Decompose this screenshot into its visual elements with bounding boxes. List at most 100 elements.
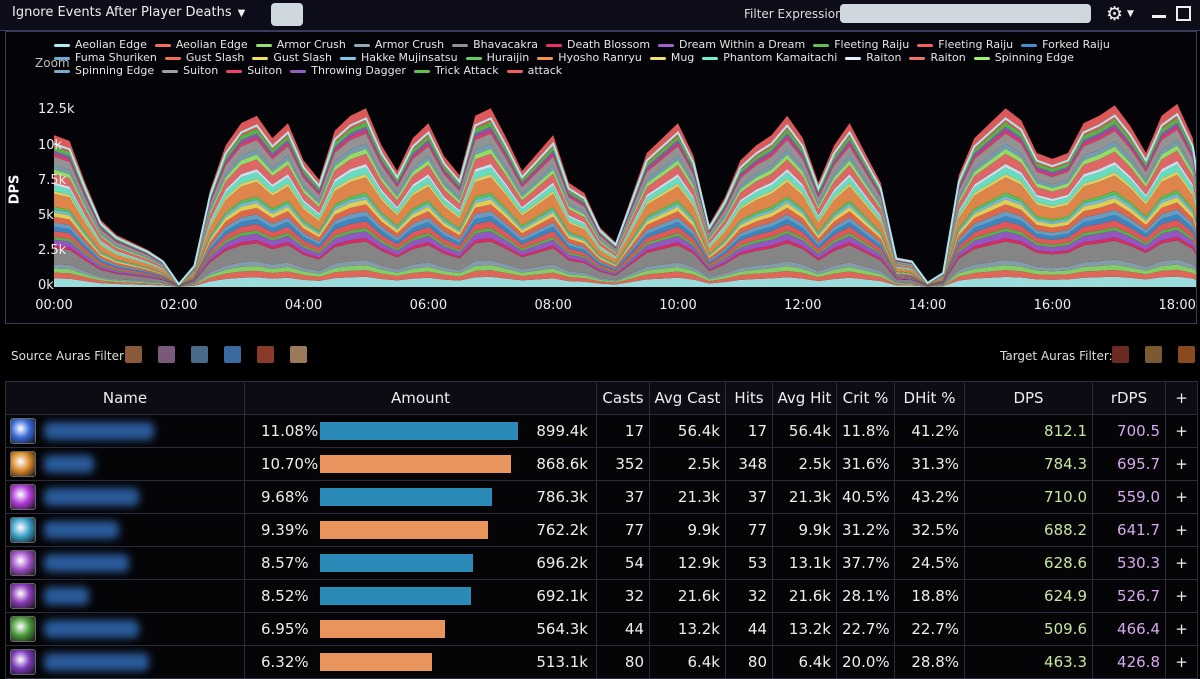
amount-percent: 10.70% — [261, 455, 319, 473]
add-button[interactable]: + — [1165, 546, 1198, 580]
area-series-aeolian-edge-1-[interactable] — [54, 276, 1196, 287]
legend-item[interactable]: Armor Crush — [255, 38, 346, 51]
dhit-cell: 22.7% — [894, 612, 965, 646]
amount-bar — [320, 488, 492, 506]
dhit-cell: 18.8% — [894, 579, 965, 613]
add-button[interactable]: + — [1165, 447, 1198, 481]
legend-swatch-icon — [465, 56, 482, 60]
legend-item[interactable]: Huraijin — [465, 51, 529, 64]
ignore-events-dropdown[interactable]: Ignore Events After Player Deaths ▼ — [12, 5, 245, 20]
source-aura-3-icon[interactable] — [191, 346, 208, 363]
amount-value: 868.6k — [536, 455, 588, 473]
area-series-bhavacakra[interactable] — [54, 240, 1196, 287]
legend-label: Forked Raiju — [1042, 38, 1110, 51]
add-button[interactable]: + — [1165, 645, 1198, 679]
x-tick-label: 18:00 — [1158, 298, 1196, 313]
add-button[interactable]: + — [1165, 480, 1198, 514]
x-tick-label: 06:00 — [409, 298, 448, 313]
source-aura-4-icon[interactable] — [224, 346, 241, 363]
add-button[interactable]: + — [1165, 612, 1198, 646]
source-aura-6-icon[interactable] — [290, 346, 307, 363]
column-header-avg-cast[interactable]: Avg Cast — [649, 381, 726, 415]
legend-item[interactable]: Hyosho Ranryu — [537, 51, 642, 64]
toolbar-blank-button[interactable] — [271, 3, 303, 26]
target-aura-2-icon[interactable] — [1145, 346, 1162, 363]
name-cell[interactable] — [5, 480, 245, 514]
source-aura-5-icon[interactable] — [257, 346, 274, 363]
settings-menu[interactable]: ⚙ ▼ — [1106, 3, 1134, 25]
table-row[interactable]: 11.08% 899.4k 17 56.4k 17 56.4k 11.8% 41.2% 812.… — [5, 414, 1198, 448]
source-aura-2-icon[interactable] — [158, 346, 175, 363]
legend-item[interactable]: Armor Crush — [353, 38, 444, 51]
column-header-casts[interactable]: Casts — [596, 381, 650, 415]
legend-item[interactable]: Death Blossom — [546, 38, 650, 51]
add-button[interactable]: + — [1165, 414, 1198, 448]
legend-item[interactable]: Phantom Kamaitachi — [702, 51, 837, 64]
name-cell[interactable] — [5, 645, 245, 679]
legend-item[interactable]: Throwing Dagger — [290, 64, 406, 77]
table-row[interactable]: 10.70% 868.6k 352 2.5k 348 2.5k 31.6% 31.3% 784.… — [5, 447, 1198, 481]
area-series-aeolian-edge-2-[interactable] — [54, 269, 1196, 287]
source-aura-1-icon[interactable] — [125, 346, 142, 363]
name-cell[interactable] — [5, 579, 245, 613]
area-series-armor-crush-1-[interactable] — [54, 264, 1196, 287]
column-header-crit[interactable]: Crit % — [836, 381, 895, 415]
column-header-avg-hit[interactable]: Avg Hit — [772, 381, 837, 415]
column-header-hits[interactable]: Hits — [725, 381, 773, 415]
legend-item[interactable]: Hakke Mujinsatsu — [339, 51, 458, 64]
name-cell[interactable] — [5, 513, 245, 547]
ability-icon — [10, 451, 36, 477]
legend-item[interactable]: Fleeting Raiju — [917, 38, 1013, 51]
hits-cell: 348 — [725, 447, 773, 481]
legend-item[interactable]: Mug — [649, 51, 694, 64]
legend-item[interactable]: Raiton — [909, 51, 966, 64]
table-row[interactable]: 6.32% 513.1k 80 6.4k 80 6.4k 20.0% 28.8% 463.3 42… — [5, 645, 1198, 679]
legend-item[interactable]: Aeolian Edge — [154, 38, 248, 51]
name-cell[interactable] — [5, 414, 245, 448]
legend-item[interactable]: Raiton — [845, 51, 901, 64]
avg-hit-cell: 9.9k — [772, 513, 837, 547]
target-aura-1-icon[interactable] — [1112, 346, 1129, 363]
legend-item[interactable]: Trick Attack — [413, 64, 499, 77]
table-row[interactable]: 6.95% 564.3k 44 13.2k 44 13.2k 22.7% 22.7% 509.6… — [5, 612, 1198, 646]
table-row[interactable]: 8.52% 692.1k 32 21.6k 32 21.6k 28.1% 18.8% 624.9… — [5, 579, 1198, 613]
add-button[interactable]: + — [1165, 513, 1198, 547]
legend-item[interactable]: Bhavacakra — [452, 38, 538, 51]
legend-item[interactable]: attack — [506, 64, 562, 77]
name-cell[interactable] — [5, 546, 245, 580]
legend-item[interactable]: Suiton — [162, 64, 218, 77]
column-header-dps[interactable]: DPS — [964, 381, 1093, 415]
filter-expression-input[interactable] — [840, 4, 1091, 23]
legend-label: Suiton — [247, 64, 283, 77]
table-row[interactable]: 9.68% 786.3k 37 21.3k 37 21.3k 40.5% 43.2% 710.0… — [5, 480, 1198, 514]
column-header-rdps[interactable]: rDPS — [1092, 381, 1166, 415]
area-series-armor-crush-2-[interactable] — [54, 259, 1196, 287]
minimize-icon[interactable] — [1152, 15, 1166, 18]
legend-item[interactable]: Gust Slash — [252, 51, 332, 64]
column-header-amount[interactable]: Amount — [244, 381, 597, 415]
maximize-icon[interactable] — [1176, 6, 1191, 21]
zoom-label[interactable]: Zoom — [35, 56, 70, 70]
legend-item[interactable]: Suiton — [226, 64, 282, 77]
legend-item[interactable]: Gust Slash — [164, 51, 244, 64]
ability-name-redacted — [44, 488, 139, 506]
crit-cell: 20.0% — [836, 645, 895, 679]
legend-item[interactable]: Fleeting Raiju — [813, 38, 909, 51]
column-header-name[interactable]: Name — [5, 381, 245, 415]
legend-item[interactable]: Fuma Shuriken — [54, 51, 157, 64]
legend-item[interactable]: Spinning Edge — [54, 64, 154, 77]
legend-item[interactable]: Forked Raiju — [1021, 38, 1110, 51]
avg-hit-cell: 13.1k — [772, 546, 837, 580]
add-column-button[interactable]: + — [1165, 381, 1198, 415]
column-header-dhit[interactable]: DHit % — [894, 381, 965, 415]
name-cell[interactable] — [5, 447, 245, 481]
legend-item[interactable]: Aeolian Edge — [54, 38, 147, 51]
add-button[interactable]: + — [1165, 579, 1198, 613]
legend-item[interactable]: Dream Within a Dream — [658, 38, 805, 51]
table-row[interactable]: 8.57% 696.2k 54 12.9k 53 13.1k 37.7% 24.5% 628.6… — [5, 546, 1198, 580]
target-aura-3-icon[interactable] — [1178, 346, 1195, 363]
legend-item[interactable]: Spinning Edge — [973, 51, 1074, 64]
name-cell[interactable] — [5, 612, 245, 646]
table-row[interactable]: 9.39% 762.2k 77 9.9k 77 9.9k 31.2% 32.5% 688.2 64… — [5, 513, 1198, 547]
dhit-cell: 32.5% — [894, 513, 965, 547]
